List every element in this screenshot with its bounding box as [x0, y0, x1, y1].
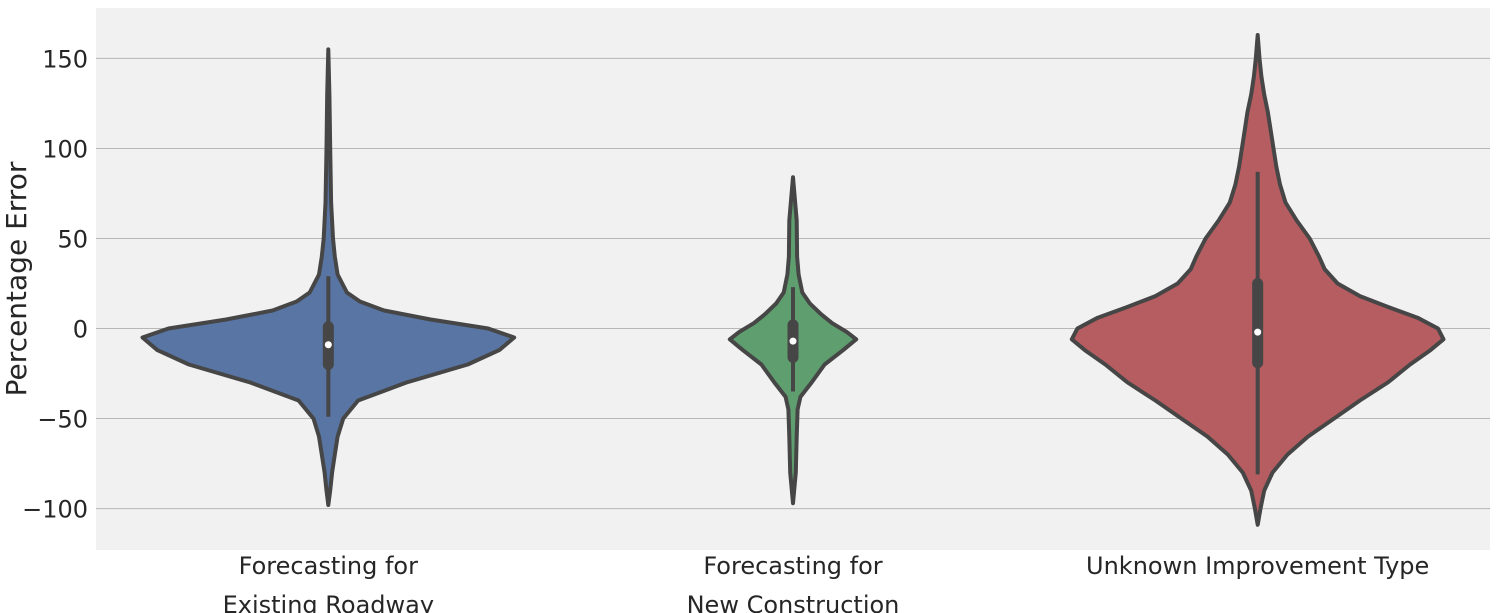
x-category-label-line: Existing Roadway [223, 591, 434, 613]
x-category-label-line: Unknown Improvement Type [1086, 552, 1429, 580]
violin-median-dot [324, 341, 332, 349]
x-category-label: Forecasting for Existing Roadway [223, 552, 434, 613]
y-tick-label: −100 [22, 496, 88, 524]
violins [140, 33, 1446, 527]
y-tick-label: 50 [57, 225, 88, 253]
x-category-label-line: Forecasting for [239, 552, 418, 580]
y-tick-labels: −100 −50 0 50 100 150 [22, 45, 88, 523]
x-category-label-line: Forecasting for [703, 552, 882, 580]
x-category-label: Forecasting for New Construction [687, 552, 900, 613]
x-category-label: Unknown Improvement Type [1086, 552, 1429, 580]
y-tick-label: 0 [73, 316, 88, 344]
violin-median-dot [1254, 328, 1262, 336]
x-category-label-line: New Construction [687, 591, 900, 613]
y-tick-label: 100 [42, 135, 88, 163]
y-axis-label: Percentage Error [0, 161, 33, 396]
violin-median-dot [789, 337, 797, 345]
x-category-labels: Forecasting for Existing RoadwayForecasti… [223, 552, 1430, 613]
y-tick-label: −50 [37, 406, 88, 434]
y-tick-label: 150 [42, 45, 88, 73]
